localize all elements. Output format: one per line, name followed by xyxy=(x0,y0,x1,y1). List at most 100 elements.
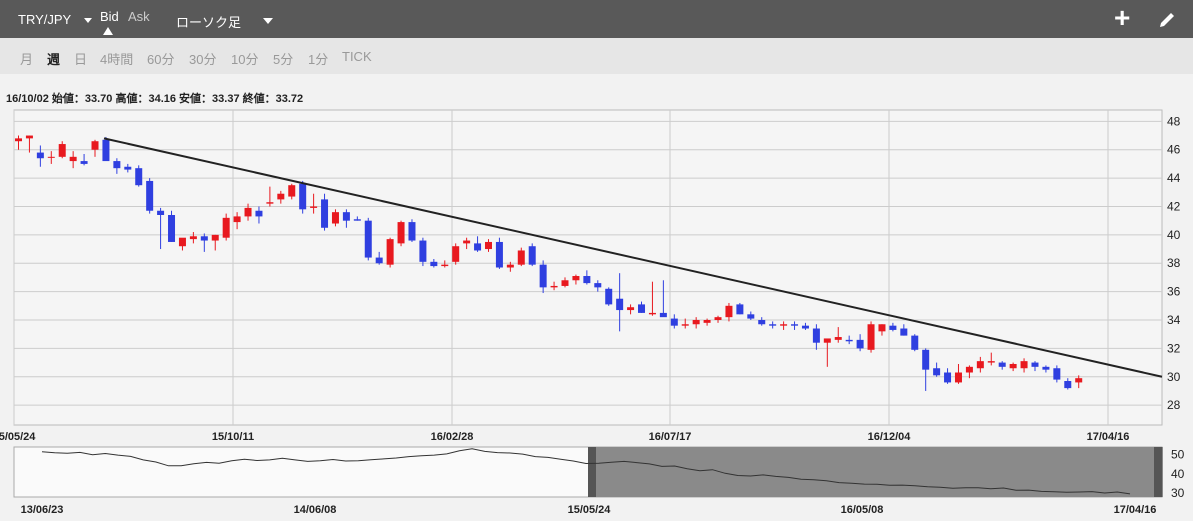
navigator-y-tick-label: 30 xyxy=(1171,486,1185,500)
candle-body xyxy=(1009,363,1017,369)
chevron-down-icon[interactable] xyxy=(84,18,92,23)
candle-body xyxy=(452,246,460,262)
candle-body xyxy=(189,236,197,240)
candle-body xyxy=(791,324,799,326)
navigator-x-tick-label: 17/04/16 xyxy=(1114,504,1157,516)
candle-body xyxy=(780,324,788,326)
candle-body xyxy=(397,222,405,244)
candle-body xyxy=(211,234,219,241)
candle-body xyxy=(124,166,132,170)
period-tabs: 月週日 4時間 60分 30分 10分 5分 1分 TICK xyxy=(0,38,1193,74)
candle-body xyxy=(933,368,941,376)
candle-body xyxy=(583,276,591,284)
y-tick-label: 40 xyxy=(1167,228,1181,242)
candle-body xyxy=(222,217,230,238)
chevron-down-icon[interactable] xyxy=(263,18,273,24)
navigator-window xyxy=(588,447,1163,497)
period-tab-3[interactable]: 4時間 xyxy=(100,52,134,67)
candle-body xyxy=(113,161,121,169)
candle-body xyxy=(725,305,733,318)
x-tick-label: 16/02/28 xyxy=(431,431,474,443)
candle-body xyxy=(200,236,208,241)
period-tab-1[interactable]: 週 xyxy=(47,52,61,67)
x-tick-label: 15/05/24 xyxy=(0,431,36,443)
y-tick-label: 38 xyxy=(1167,256,1181,270)
period-tab-2[interactable]: 日 xyxy=(74,52,88,67)
candle-body xyxy=(1053,368,1061,380)
candle-body xyxy=(714,317,722,320)
chart-type-select[interactable]: ローソク足 xyxy=(176,15,242,30)
period-tab-6[interactable]: 10分 xyxy=(231,52,259,67)
navigator-handle-right xyxy=(1154,447,1162,497)
period-tab-9[interactable]: TICK xyxy=(342,49,372,64)
candle-body xyxy=(375,257,383,264)
candle-body xyxy=(168,215,176,242)
candle-body xyxy=(146,180,154,211)
period-tab-5[interactable]: 30分 xyxy=(189,52,217,67)
candle-body xyxy=(998,362,1006,367)
candle-body xyxy=(321,199,329,228)
y-tick-label: 28 xyxy=(1167,398,1181,412)
pencil-icon[interactable] xyxy=(1156,9,1178,31)
candle-body xyxy=(539,264,547,288)
y-tick-label: 44 xyxy=(1167,171,1181,185)
candle-body xyxy=(244,207,252,217)
candle-body xyxy=(80,161,88,164)
candle-body xyxy=(157,210,165,215)
candle-body xyxy=(638,304,646,313)
candle-body xyxy=(331,212,339,224)
navigator-handle-left xyxy=(588,447,596,497)
candle-body xyxy=(408,222,416,241)
period-tab-8[interactable]: 1分 xyxy=(308,52,329,67)
candle-body xyxy=(878,324,886,332)
candle-body xyxy=(430,261,438,267)
candle-body xyxy=(944,372,952,383)
top-toolbar: TRY/JPY Bid Ask ローソク足 + xyxy=(0,0,1193,38)
candle-body xyxy=(58,144,66,157)
candle-body xyxy=(528,246,536,265)
y-tick-label: 46 xyxy=(1167,143,1181,157)
candle-body xyxy=(856,339,864,349)
currency-pair-select[interactable]: TRY/JPY xyxy=(18,12,72,27)
candle-body xyxy=(495,241,503,268)
candle-body xyxy=(550,285,558,288)
period-tab-0[interactable]: 月 xyxy=(20,52,34,67)
ask-toggle[interactable]: Ask xyxy=(128,9,150,24)
candle-body xyxy=(572,276,580,281)
candle-body xyxy=(36,152,44,159)
navigator-y-tick-label: 40 xyxy=(1171,467,1185,481)
bid-toggle[interactable]: Bid xyxy=(100,9,119,24)
candle-body xyxy=(703,320,711,323)
candle-body xyxy=(594,283,602,288)
y-tick-label: 34 xyxy=(1167,313,1181,327)
period-tab-7[interactable]: 5分 xyxy=(273,52,294,67)
candle-body xyxy=(736,304,744,315)
period-tab-4[interactable]: 60分 xyxy=(147,52,175,67)
x-tick-label: 16/12/04 xyxy=(868,431,912,443)
candle-body xyxy=(561,280,569,286)
candle-body xyxy=(342,212,350,221)
candle-body xyxy=(801,325,809,329)
candle-body xyxy=(1075,378,1083,383)
candle-body xyxy=(1031,362,1039,367)
y-tick-label: 30 xyxy=(1167,370,1181,384)
triangle-up-icon xyxy=(103,27,113,35)
candle-body xyxy=(288,185,296,197)
candle-body xyxy=(310,206,318,208)
candle-body xyxy=(91,141,99,150)
y-tick-label: 36 xyxy=(1167,285,1181,299)
candle-body xyxy=(506,264,514,268)
candle-body xyxy=(769,324,777,326)
candle-body xyxy=(277,193,285,200)
candle-body xyxy=(386,239,394,265)
candle-body xyxy=(867,324,875,350)
navigator-x-tick-label: 16/05/08 xyxy=(841,504,884,516)
candle-body xyxy=(812,328,820,343)
candle-body xyxy=(266,202,274,204)
candle-body xyxy=(692,320,700,325)
candle-body xyxy=(747,314,755,319)
candle-body xyxy=(834,337,842,340)
candle-body xyxy=(1020,361,1028,369)
plus-icon[interactable]: + xyxy=(1114,2,1131,33)
